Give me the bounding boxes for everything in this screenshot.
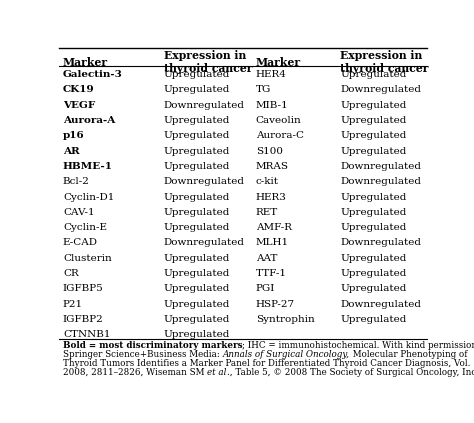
Text: Upregulated: Upregulated [164, 254, 230, 263]
Text: Upregulated: Upregulated [340, 315, 407, 324]
Text: Upregulated: Upregulated [164, 70, 230, 79]
Text: Upregulated: Upregulated [164, 147, 230, 156]
Text: CTNNB1: CTNNB1 [63, 330, 110, 339]
Text: MLH1: MLH1 [256, 239, 289, 247]
Text: Upregulated: Upregulated [164, 116, 230, 125]
Text: RET: RET [256, 208, 278, 217]
Text: Upregulated: Upregulated [164, 85, 230, 94]
Text: Downregulated: Downregulated [340, 239, 421, 247]
Text: Bcl-2: Bcl-2 [63, 177, 90, 186]
Text: Upregulated: Upregulated [164, 208, 230, 217]
Text: AAT: AAT [256, 254, 277, 263]
Text: Caveolin: Caveolin [256, 116, 301, 125]
Text: Expression in
thyroid cancer: Expression in thyroid cancer [164, 50, 253, 74]
Text: Upregulated: Upregulated [340, 70, 407, 79]
Text: ., Table 5, © 2008 The Society of Surgical Oncology, Inc.: ., Table 5, © 2008 The Society of Surgic… [227, 368, 474, 376]
Text: Upregulated: Upregulated [164, 330, 230, 339]
Text: Upregulated: Upregulated [164, 192, 230, 201]
Text: HSP-27: HSP-27 [256, 299, 295, 309]
Text: CK19: CK19 [63, 85, 94, 94]
Text: Upregulated: Upregulated [164, 131, 230, 140]
Text: IGFBP2: IGFBP2 [63, 315, 104, 324]
Text: Expression in
thyroid cancer: Expression in thyroid cancer [340, 50, 429, 74]
Text: HBME-1: HBME-1 [63, 162, 113, 171]
Text: Upregulated: Upregulated [340, 101, 407, 110]
Text: Syntrophin: Syntrophin [256, 315, 315, 324]
Text: Marker: Marker [63, 57, 108, 68]
Text: IGFBP5: IGFBP5 [63, 284, 104, 294]
Text: Downregulated: Downregulated [340, 299, 421, 309]
Text: p16: p16 [63, 131, 85, 140]
Text: AMF-R: AMF-R [256, 223, 292, 232]
Text: Upregulated: Upregulated [340, 208, 407, 217]
Text: Clusterin: Clusterin [63, 254, 112, 263]
Text: et al: et al [207, 368, 227, 376]
Text: Downregulated: Downregulated [164, 177, 245, 186]
Text: Springer Science+Business Media:: Springer Science+Business Media: [63, 350, 223, 359]
Text: Bold = most discriminatory markers: Bold = most discriminatory markers [63, 341, 242, 350]
Text: Upregulated: Upregulated [164, 284, 230, 294]
Text: Downregulated: Downregulated [164, 239, 245, 247]
Text: TG: TG [256, 85, 271, 94]
Text: Upregulated: Upregulated [164, 315, 230, 324]
Text: Downregulated: Downregulated [340, 162, 421, 171]
Text: Downregulated: Downregulated [164, 101, 245, 110]
Text: CAV-1: CAV-1 [63, 208, 94, 217]
Text: Upregulated: Upregulated [340, 254, 407, 263]
Text: c-kit: c-kit [256, 177, 279, 186]
Text: VEGF: VEGF [63, 101, 95, 110]
Text: AR: AR [63, 147, 80, 156]
Text: Upregulated: Upregulated [340, 147, 407, 156]
Text: CR: CR [63, 269, 79, 278]
Text: ; IHC = immunohistochemical. With kind permission from: ; IHC = immunohistochemical. With kind p… [242, 341, 474, 350]
Text: MRAS: MRAS [256, 162, 289, 171]
Text: E-CAD: E-CAD [63, 239, 98, 247]
Text: Upregulated: Upregulated [164, 162, 230, 171]
Text: Aurora-C: Aurora-C [256, 131, 304, 140]
Text: Annals of Surgical Oncology,: Annals of Surgical Oncology, [223, 350, 349, 359]
Text: Downregulated: Downregulated [340, 177, 421, 186]
Text: Cyclin-E: Cyclin-E [63, 223, 107, 232]
Text: Upregulated: Upregulated [340, 284, 407, 294]
Text: Upregulated: Upregulated [340, 223, 407, 232]
Text: Upregulated: Upregulated [340, 116, 407, 125]
Text: Upregulated: Upregulated [340, 192, 407, 201]
Text: Molecular Phenotyping of: Molecular Phenotyping of [349, 350, 467, 359]
Text: Upregulated: Upregulated [340, 269, 407, 278]
Text: Upregulated: Upregulated [164, 299, 230, 309]
Text: Aurora-A: Aurora-A [63, 116, 115, 125]
Text: Upregulated: Upregulated [164, 269, 230, 278]
Text: S100: S100 [256, 147, 283, 156]
Text: Galectin-3: Galectin-3 [63, 70, 123, 79]
Text: Thyroid Tumors Identifies a Marker Panel for Differentiated Thyroid Cancer Diagn: Thyroid Tumors Identifies a Marker Panel… [63, 359, 474, 368]
Text: Marker: Marker [256, 57, 301, 68]
Text: Cyclin-D1: Cyclin-D1 [63, 192, 114, 201]
Text: Upregulated: Upregulated [164, 223, 230, 232]
Text: HER4: HER4 [256, 70, 287, 79]
Text: TTF-1: TTF-1 [256, 269, 287, 278]
Text: Downregulated: Downregulated [340, 85, 421, 94]
Text: MIB-1: MIB-1 [256, 101, 289, 110]
Text: Upregulated: Upregulated [340, 131, 407, 140]
Text: PGI: PGI [256, 284, 275, 294]
Text: HER3: HER3 [256, 192, 287, 201]
Text: 2008, 2811–2826, Wiseman SM: 2008, 2811–2826, Wiseman SM [63, 368, 207, 376]
Text: P21: P21 [63, 299, 83, 309]
